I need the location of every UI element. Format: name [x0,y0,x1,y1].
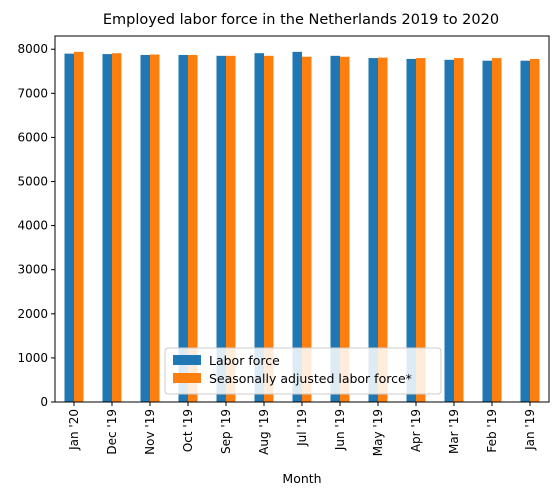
x-tick-label-7: Jun '19 [333,409,347,451]
bar-seasonally-adjusted-3 [188,54,198,403]
bar-seasonally-adjusted-11 [492,58,502,403]
bar-labor-force-3 [178,54,188,403]
bar-seasonally-adjusted-2 [150,54,160,403]
y-tick-label-6: 6000 [17,130,48,144]
y-tick-label-4: 4000 [17,219,48,233]
plot-frame [54,35,550,403]
y-tick-label-2: 2000 [17,307,48,321]
y-tick-label-0: 0 [40,395,48,409]
bar-labor-force-8 [368,58,378,403]
bar-labor-force-7 [330,55,340,403]
bar-labor-force-9 [406,58,416,403]
chart-title: Employed labor force in the Netherlands … [103,12,499,28]
bar-seasonally-adjusted-4 [226,55,236,403]
y-tick-label-5: 5000 [17,175,48,189]
x-tick-label-6: Jul '19 [295,409,309,447]
x-tick-label-1: Dec '19 [105,409,119,455]
bar-labor-force-0 [64,53,74,402]
bar-seasonally-adjusted-1 [112,53,122,402]
y-tick-label-8: 8000 [17,42,48,56]
x-tick-label-11: Feb '19 [485,409,499,453]
bar-labor-force-12 [520,60,530,402]
y-tick-label-1: 1000 [17,351,48,365]
x-tick-label-5: Aug '19 [257,409,271,455]
x-axis: Jan '20 Dec '19 Nov '19 Oct '19 Sep '19 Aug '… [67,402,537,456]
bar-seasonally-adjusted-7 [340,56,350,402]
x-tick-label-0: Jan '20 [67,409,81,451]
legend: Labor force Seasonally adjusted labor for… [164,347,442,395]
y-tick-label-7: 7000 [17,86,48,100]
bar-labor-force-6 [292,51,302,403]
x-tick-label-2: Nov '19 [143,409,157,455]
legend-label-0: Labor force [209,353,280,368]
x-tick-label-3: Oct '19 [181,409,195,452]
x-tick-label-10: Mar '19 [447,409,461,454]
bar-seasonally-adjusted-12 [530,58,540,403]
legend-box [164,347,442,395]
x-tick-label-9: Apr '19 [409,409,423,452]
bar-seasonally-adjusted-9 [416,58,426,403]
bar-seasonally-adjusted-6 [302,56,312,402]
x-tick-label-12: Jan '19 [523,409,537,451]
bar-seasonally-adjusted-0 [74,51,84,403]
x-axis-label: Month [282,471,321,486]
legend-label-1: Seasonally adjusted labor force* [209,371,412,386]
bar-labor-force-10 [444,59,454,403]
bar-labor-force-11 [482,60,492,402]
bar-labor-force-4 [216,55,226,403]
bar-seasonally-adjusted-10 [454,58,464,403]
bar-labor-force-5 [254,53,264,402]
bar-seasonally-adjusted-5 [264,55,274,403]
y-axis: 0 1000 2000 3000 4000 5000 6000 7000 8000 [17,42,55,409]
x-tick-label-4: Sep '19 [219,409,233,454]
y-tick-label-3: 3000 [17,263,48,277]
x-tick-label-8: May '19 [371,409,385,456]
bar-labor-force-2 [140,54,150,403]
legend-swatch-0 [173,355,201,365]
bar-seasonally-adjusted-8 [378,57,388,403]
legend-swatch-1 [173,373,201,383]
bar-labor-force-1 [102,54,112,402]
bars-group [64,51,540,403]
